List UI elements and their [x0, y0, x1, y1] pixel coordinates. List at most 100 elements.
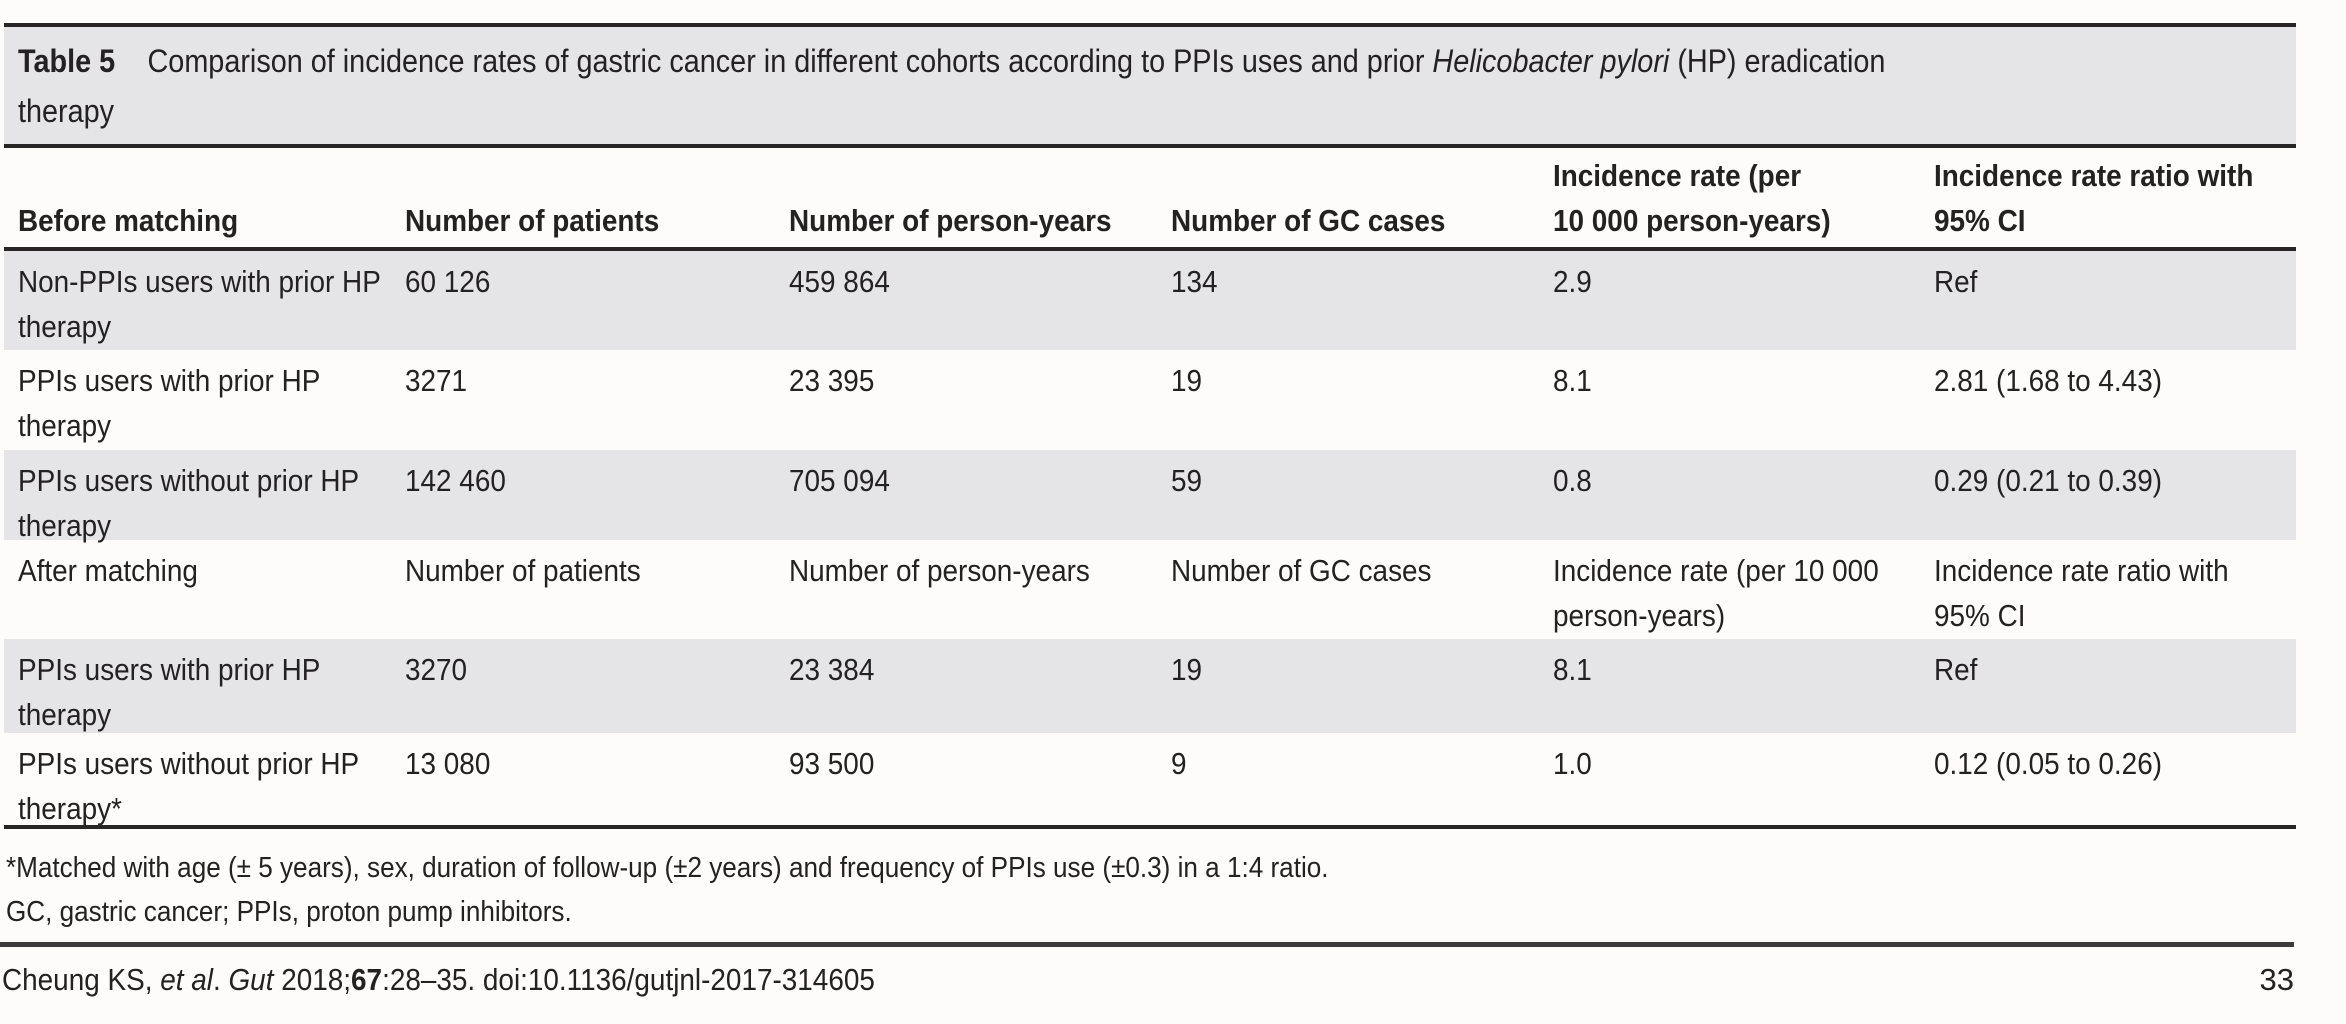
- value-text: 23 395: [789, 363, 875, 398]
- value-cell: 8.1: [1537, 350, 1920, 450]
- table-number: Table 5: [18, 43, 116, 79]
- value-cell: 142 460: [388, 450, 772, 540]
- column-header-text: Number of GC cases: [1171, 203, 1446, 238]
- value-cell: 19: [1155, 350, 1537, 450]
- row-label-cell: PPIs users without prior HP therapy: [4, 450, 388, 543]
- row-label-text: PPIs users with prior HP therapy: [18, 652, 321, 732]
- value-text: 459 864: [789, 264, 890, 299]
- section-label-text: After matching: [18, 553, 198, 588]
- value-cell: 0.29 (0.21 to 0.39): [1920, 450, 2296, 540]
- column-header-text: Incidence rate ratio with 95% CI: [1934, 158, 2254, 238]
- value-cell: 2.9: [1537, 251, 1920, 350]
- row-label-text: PPIs users without prior HP therapy*: [18, 746, 360, 826]
- column-header-text: Number of person-years: [789, 553, 1090, 588]
- value-cell: 19: [1155, 639, 1537, 733]
- citation-text: Cheung KS, et al. Gut 2018;67:28–35. doi…: [2, 958, 875, 1002]
- title-text: Comparison of incidence rates of gastric…: [147, 43, 1433, 79]
- value-cell: 459 864: [772, 251, 1155, 350]
- value-text: 19: [1171, 652, 1203, 687]
- column-header: Number of patients: [388, 540, 772, 639]
- header-row-before-matching: Before matching Number of patients Numbe…: [4, 148, 2296, 251]
- column-header-text: Number of GC cases: [1171, 553, 1432, 588]
- row-label-text: PPIs users without prior HP therapy: [18, 463, 360, 543]
- row-ppis-without-prior-hp: PPIs users without prior HP therapy 142 …: [4, 450, 2296, 543]
- value-text: 3270: [405, 652, 468, 687]
- value-cell: 23 395: [772, 350, 1155, 450]
- row-label-cell: PPIs users with prior HP therapy: [4, 350, 388, 450]
- section-row-after-matching: After matching Number of patients Number…: [4, 540, 2296, 639]
- column-header: Number of person-years: [772, 540, 1155, 639]
- footnote-abbreviations: GC, gastric cancer; PPIs, proton pump in…: [6, 896, 572, 928]
- value-cell: 0.8: [1537, 450, 1920, 540]
- citation-volume: 67: [351, 962, 383, 997]
- value-cell: 3271: [388, 350, 772, 450]
- column-header: Number of person-years: [772, 198, 1155, 243]
- value-text: 1.0: [1553, 746, 1592, 781]
- value-cell: 3270: [388, 639, 772, 733]
- citation-etal: et al: [160, 962, 213, 997]
- value-cell: Ref: [1920, 639, 2296, 733]
- value-text: 2.81 (1.68 to 4.43): [1934, 363, 2163, 398]
- value-cell: 93 500: [772, 733, 1155, 825]
- column-header-text: Number of person-years: [789, 203, 1112, 238]
- table-title: Table 5 Comparison of incidence rates of …: [18, 36, 2050, 136]
- value-text: 705 094: [789, 463, 890, 498]
- citation-line: Cheung KS, et al. Gut 2018;67:28–35. doi…: [2, 958, 972, 1002]
- footer-divider: [0, 942, 2294, 947]
- column-header: Number of GC cases: [1155, 198, 1537, 243]
- citation-pages-doi: :28–35. doi:10.1136/gutjnl-2017-314605: [382, 962, 875, 997]
- value-text: 19: [1171, 363, 1203, 398]
- page-number: 33: [2259, 962, 2294, 997]
- value-text: 59: [1171, 463, 1203, 498]
- row-ppis-without-prior-hp-matched: PPIs users without prior HP therapy* 13 …: [4, 733, 2296, 829]
- value-cell: 13 080: [388, 733, 772, 825]
- title-suffix: (HP) eradication therapy: [18, 43, 1886, 129]
- row-label-text: Non-PPIs users with prior HP therapy: [18, 264, 381, 344]
- value-cell: 9: [1155, 733, 1537, 825]
- row-label-cell: Non-PPIs users with prior HP therapy: [4, 251, 388, 350]
- value-text: 2.9: [1553, 264, 1592, 299]
- value-text: 13 080: [405, 746, 491, 781]
- citation-authors: Cheung KS,: [2, 962, 161, 997]
- value-text: 9: [1171, 746, 1187, 781]
- value-cell: Ref: [1920, 251, 2296, 350]
- value-text: 3271: [405, 363, 468, 398]
- row-label-cell: PPIs users without prior HP therapy*: [4, 733, 388, 826]
- value-cell: 0.12 (0.05 to 0.26): [1920, 733, 2296, 825]
- incidence-table: Table 5 Comparison of incidence rates of …: [4, 23, 2296, 829]
- column-header-text: Incidence rate (per 10 000 person-years): [1553, 158, 1831, 238]
- value-cell: 1.0: [1537, 733, 1920, 825]
- column-header-text: Number of patients: [405, 553, 641, 588]
- citation-journal: Gut: [228, 962, 274, 997]
- column-header: Incidence rate ratio with 95% CI: [1920, 153, 2296, 243]
- column-header: Incidence rate (per 10 000 person-years): [1537, 540, 1920, 639]
- value-cell: 59: [1155, 450, 1537, 540]
- column-header: Incidence rate (per 10 000 person-years): [1537, 153, 1920, 243]
- value-text: 142 460: [405, 463, 506, 498]
- citation-year: 2018;: [273, 962, 352, 997]
- footnote-matching: *Matched with age (± 5 years), sex, dura…: [6, 852, 1329, 884]
- value-text: 0.8: [1553, 463, 1592, 498]
- row-label-text: PPIs users with prior HP therapy: [18, 363, 321, 443]
- value-text: Ref: [1934, 652, 1978, 687]
- table-footnotes: *Matched with age (± 5 years), sex, dura…: [6, 846, 1475, 934]
- value-text: 0.29 (0.21 to 0.39): [1934, 463, 2163, 498]
- column-header: Incidence rate ratio with 95% CI: [1920, 540, 2296, 639]
- row-label-cell: PPIs users with prior HP therapy: [4, 639, 388, 733]
- value-text: 134: [1171, 264, 1218, 299]
- column-header-text: Incidence rate (per 10 000 person-years): [1553, 553, 1879, 633]
- column-header: Number of patients: [388, 198, 772, 243]
- value-text: Ref: [1934, 264, 1978, 299]
- column-header-text: Before matching: [18, 203, 239, 238]
- row-ppis-with-prior-hp: PPIs users with prior HP therapy 3271 23…: [4, 350, 2296, 450]
- title-species-italic: Helicobacter pylori: [1432, 43, 1670, 79]
- column-header: Number of GC cases: [1155, 540, 1537, 639]
- value-cell: 134: [1155, 251, 1537, 350]
- row-non-ppis-with-prior-hp: Non-PPIs users with prior HP therapy 60 …: [4, 251, 2296, 350]
- value-cell: 705 094: [772, 450, 1155, 540]
- column-header: Before matching: [4, 198, 388, 243]
- value-text: 23 384: [789, 652, 875, 687]
- value-cell: 8.1: [1537, 639, 1920, 733]
- table-title-bar: Table 5 Comparison of incidence rates of …: [4, 23, 2296, 148]
